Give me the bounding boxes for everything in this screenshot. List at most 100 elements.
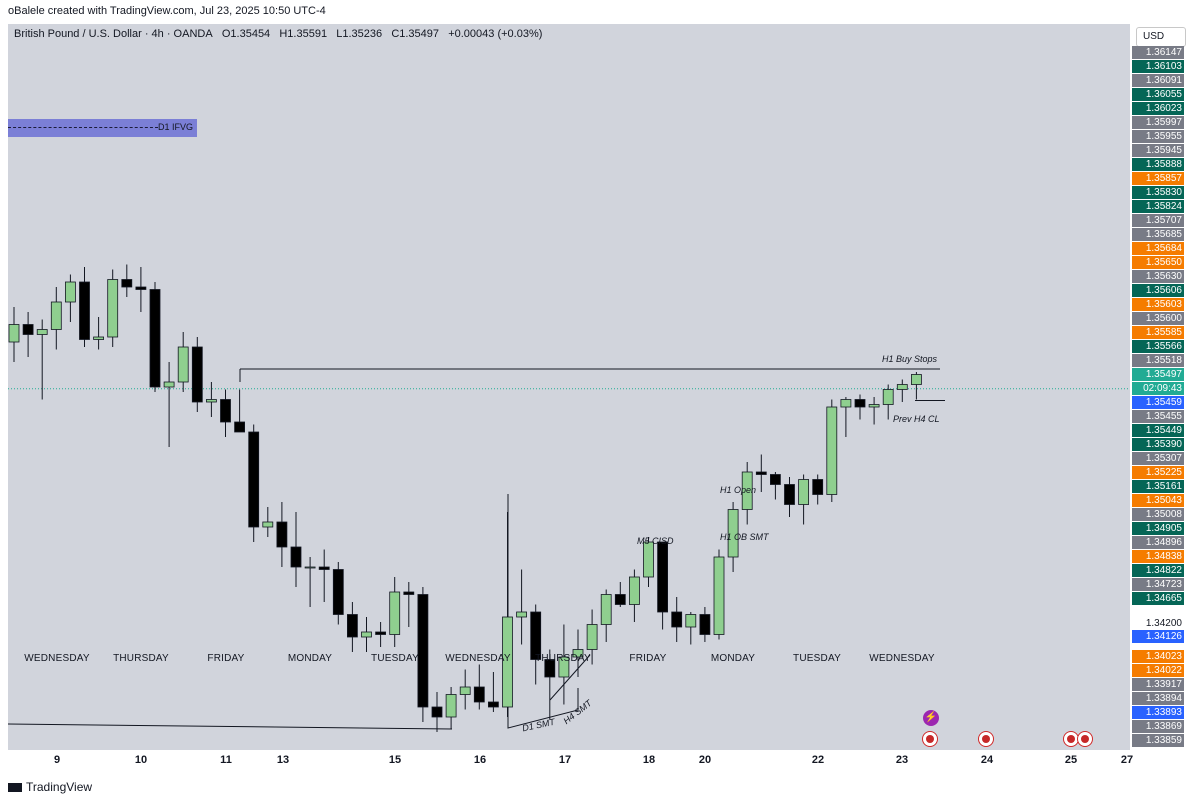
time-tick-label: 23 xyxy=(895,754,909,766)
bullish-candle xyxy=(685,614,697,628)
bearish-candle xyxy=(220,399,231,423)
ifvg-label: D1 IFVG xyxy=(157,122,193,132)
price-label: 1.35830 xyxy=(1132,186,1184,199)
day-name-label: MONDAY xyxy=(287,653,333,664)
price-label: 1.35606 xyxy=(1132,284,1184,297)
symbol-name[interactable]: British Pound / U.S. Dollar · 4h · OANDA xyxy=(14,28,213,40)
time-tick-label: 10 xyxy=(134,754,148,766)
bearish-candle xyxy=(431,706,443,718)
price-label: 1.36023 xyxy=(1132,102,1184,115)
price-label: 1.35685 xyxy=(1132,228,1184,241)
bearish-candle xyxy=(149,289,161,388)
bearish-candle xyxy=(417,594,429,708)
price-label: 1.35390 xyxy=(1132,438,1184,451)
price-label: 02:09:43 xyxy=(1132,382,1184,395)
price-label: 1.35449 xyxy=(1132,424,1184,437)
currency-button[interactable]: USD xyxy=(1136,27,1186,47)
h1-open-label[interactable]: H1 Open xyxy=(720,485,757,495)
bullish-candle xyxy=(205,399,217,403)
price-label: 1.34023 xyxy=(1132,650,1184,663)
footer-brand-text: TradingView xyxy=(26,780,93,794)
time-tick-label: 15 xyxy=(388,754,402,766)
bullish-candle xyxy=(177,346,189,383)
price-label: 1.35225 xyxy=(1132,466,1184,479)
high-value: H1.35591 xyxy=(279,28,328,40)
price-label: 1.35497 xyxy=(1132,368,1184,381)
day-name-label: THURSDAY xyxy=(535,653,591,664)
time-tick-label: 22 xyxy=(811,754,825,766)
bearish-candle xyxy=(657,541,668,613)
footer-brand[interactable]: TradingView xyxy=(8,780,92,794)
bearish-candle xyxy=(812,479,824,495)
close-value: C1.35497 xyxy=(391,28,440,40)
bullish-candle xyxy=(798,479,809,505)
price-label: 1.36091 xyxy=(1132,74,1184,87)
bullish-candle xyxy=(840,399,852,408)
day-name-label: TUESDAY xyxy=(793,653,841,664)
price-label: 1.34822 xyxy=(1132,564,1184,577)
ifvg-dashed-line xyxy=(8,127,158,128)
bearish-candle xyxy=(248,431,260,528)
bullish-candle xyxy=(107,279,119,338)
day-name-label: MONDAY xyxy=(710,653,756,664)
price-label: 1.33869 xyxy=(1132,720,1184,733)
bullish-candle xyxy=(163,381,175,388)
price-label: 1.33894 xyxy=(1132,692,1184,705)
time-tick-label: 24 xyxy=(980,754,994,766)
bullish-candle xyxy=(304,566,316,569)
time-tick-label: 18 xyxy=(642,754,656,766)
bullish-candle xyxy=(558,656,570,678)
bearish-candle xyxy=(403,591,415,595)
day-name-label: WEDNESDAY xyxy=(24,653,90,664)
bearish-candle xyxy=(332,569,344,615)
h1-ob-smt-label[interactable]: H1 OB SMT xyxy=(720,532,769,542)
day-name-label: FRIDAY xyxy=(629,653,667,664)
price-label: 1.34896 xyxy=(1132,536,1184,549)
price-label: 1.35945 xyxy=(1132,144,1184,157)
top-bar: oBalele created with TradingView.com, Ju… xyxy=(0,0,1200,24)
bullish-candle xyxy=(600,594,612,625)
us-flag-icon[interactable] xyxy=(922,731,938,747)
bullish-candle xyxy=(826,406,838,495)
bullish-candle xyxy=(586,624,598,650)
price-label: 1.35566 xyxy=(1132,340,1184,353)
bullish-candle xyxy=(882,389,894,405)
bullish-candle xyxy=(459,686,471,695)
time-tick-label: 9 xyxy=(53,754,61,766)
price-label: 1.36103 xyxy=(1132,60,1184,73)
d1-ifvg-zone[interactable]: D1 IFVG xyxy=(8,119,197,137)
prev-h4-cl-label[interactable]: Prev H4 CL xyxy=(893,414,940,424)
m5-cisd-label[interactable]: M5 CISD xyxy=(637,536,674,546)
bullish-candle xyxy=(572,649,584,658)
price-label: 1.35585 xyxy=(1132,326,1184,339)
bullish-candle xyxy=(8,324,20,343)
credit-text: oBalele created with TradingView.com, Ju… xyxy=(8,5,326,17)
time-tick-label: 27 xyxy=(1120,754,1134,766)
bullish-candle xyxy=(643,541,654,578)
bearish-candle xyxy=(544,659,556,678)
price-label: 1.35600 xyxy=(1132,312,1184,325)
bearish-candle xyxy=(79,281,90,340)
gb-flag-icon[interactable] xyxy=(978,731,994,747)
price-label: 1.35043 xyxy=(1132,494,1184,507)
time-tick-label: 25 xyxy=(1064,754,1078,766)
bullish-candle xyxy=(713,556,725,635)
price-label: 1.35518 xyxy=(1132,354,1184,367)
bearish-candle xyxy=(699,614,711,635)
h1-buy-stops-label[interactable]: H1 Buy Stops xyxy=(882,354,938,364)
price-label: 1.35650 xyxy=(1132,256,1184,269)
bullish-candle xyxy=(262,521,274,528)
time-axis[interactable] xyxy=(8,750,1130,774)
time-tick-label: 17 xyxy=(558,754,572,766)
us-flag-icon[interactable] xyxy=(1077,731,1093,747)
price-label: 1.35307 xyxy=(1132,452,1184,465)
bearish-candle xyxy=(22,324,34,335)
bullish-candle xyxy=(93,336,104,340)
flag-dot xyxy=(1067,735,1075,743)
price-label: 1.35455 xyxy=(1132,410,1184,423)
price-label: 1.36055 xyxy=(1132,88,1184,101)
flash-event-icon[interactable]: ⚡ xyxy=(923,710,939,726)
lower-swing-line xyxy=(7,723,453,730)
bearish-candle xyxy=(276,521,288,548)
